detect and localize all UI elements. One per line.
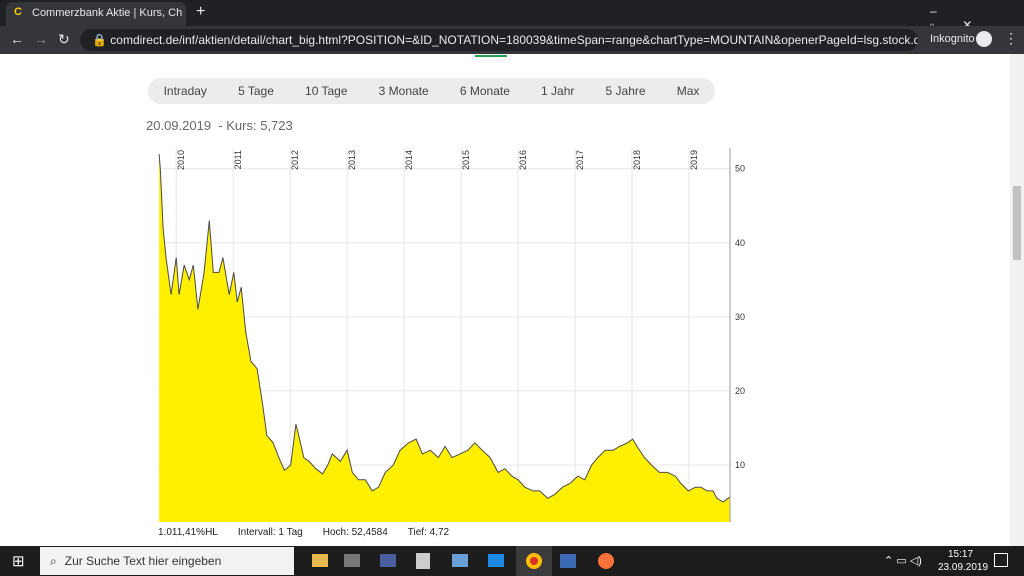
range-button[interactable]: 10 Tage — [305, 84, 348, 98]
range-button[interactable]: 5 Jahre — [605, 84, 646, 98]
y-tick-label: 50 — [735, 164, 745, 174]
app-icon[interactable] — [312, 554, 328, 567]
x-tick-label: 2010 — [176, 150, 186, 170]
clock-time: 15:17 — [948, 549, 974, 560]
footer-low: Tief: 4,72 — [407, 527, 450, 538]
search-box[interactable]: ⌕ Zur Suche Text hier eingeben — [40, 547, 294, 575]
address-bar[interactable]: 🔒 comdirect.de/inf/aktien/detail/chart_b… — [80, 29, 918, 51]
new-tab[interactable]: + — [196, 3, 206, 20]
url: comdirect.de/inf/aktien/detail/chart_big… — [110, 33, 918, 47]
clock-date: 23.09.2019 — [938, 562, 989, 573]
app-icon[interactable] — [380, 554, 396, 567]
scroll-thumb[interactable] — [1013, 186, 1021, 260]
app-icon[interactable] — [452, 554, 468, 567]
footer-interval: Intervall: 1 Tag — [237, 527, 303, 538]
x-tick-label: 2018 — [632, 150, 642, 170]
app-icon[interactable] — [560, 554, 576, 568]
footer-performance: 1.011,41%HL — [158, 527, 218, 538]
range-button[interactable]: 3 Monate — [378, 84, 429, 98]
x-tick-label: 2012 — [290, 150, 300, 170]
incognito-label: Inkognito — [930, 33, 975, 45]
tab-title: Commerzbank Aktie | Kurs, Chart — [32, 7, 182, 19]
x-tick-label: 2014 — [404, 150, 414, 170]
forward-button[interactable]: → — [34, 31, 48, 47]
range-button[interactable]: 5 Tage — [238, 84, 274, 98]
tab[interactable]: C Commerzbank Aktie | Kurs, Chart — [6, 2, 186, 26]
quote-line: 20.09.2019 - Kurs: 5,723 — [146, 118, 293, 133]
quote-date: 20.09.2019 — [146, 118, 212, 133]
time-range-bar: Intraday 5 Tage 10 Tage 3 Monate 6 Monat… — [148, 78, 715, 104]
y-tick-label: 40 — [735, 238, 745, 248]
area-fill — [159, 153, 731, 522]
incognito-icon[interactable] — [976, 31, 992, 47]
x-tick-label: 2019 — [689, 150, 699, 170]
app-icon[interactable] — [416, 553, 430, 569]
search-placeholder: Zur Suche Text hier eingeben — [64, 554, 222, 568]
range-button[interactable]: Intraday — [163, 84, 207, 98]
x-tick-label: 2016 — [518, 150, 528, 170]
quote-price: - Kurs: 5,723 — [218, 118, 293, 133]
app-icon[interactable] — [598, 553, 614, 569]
favicon: C — [14, 6, 22, 18]
back-button[interactable]: ← — [10, 31, 24, 47]
tray-icons[interactable]: ⌃ ▭ ◁) — [884, 555, 922, 567]
menu-button[interactable]: ⋮ — [1004, 30, 1018, 46]
notifications[interactable] — [994, 553, 1008, 567]
chart-footer: 1.011,41%HL Intervall: 1 Tag Hoch: 52,45… — [158, 527, 449, 538]
range-button[interactable]: Max — [676, 84, 700, 98]
scrollbar[interactable] — [1010, 54, 1024, 546]
reload-button[interactable]: ↻ — [58, 31, 70, 47]
range-button[interactable]: 1 Jahr — [541, 84, 575, 98]
x-tick-label: 2013 — [347, 150, 357, 170]
range-button[interactable]: 6 Monate — [459, 84, 510, 98]
app-icon[interactable] — [488, 554, 504, 567]
active-app[interactable] — [516, 546, 552, 576]
y-tick-label: 20 — [735, 386, 745, 396]
price-line — [158, 153, 731, 503]
y-tick-label: 10 — [735, 460, 745, 470]
x-tick-label: 2017 — [575, 150, 585, 170]
chart: 10 20 30 40 50 2010 2011 2012 2013 2014 2015 2016 20… — [158, 148, 745, 522]
app-icon[interactable] — [344, 554, 360, 567]
x-tick-label: 2011 — [233, 150, 243, 169]
footer-high: Hoch: 52,4584 — [322, 527, 388, 538]
y-tick-label: 30 — [735, 312, 745, 322]
nav-underline — [475, 55, 507, 57]
start-button[interactable]: ⊞ — [12, 553, 25, 570]
x-tick-label: 2015 — [461, 150, 471, 170]
tab-strip: C Commerzbank Aktie | Kurs, Chart + –▫✕ — [0, 0, 1024, 32]
